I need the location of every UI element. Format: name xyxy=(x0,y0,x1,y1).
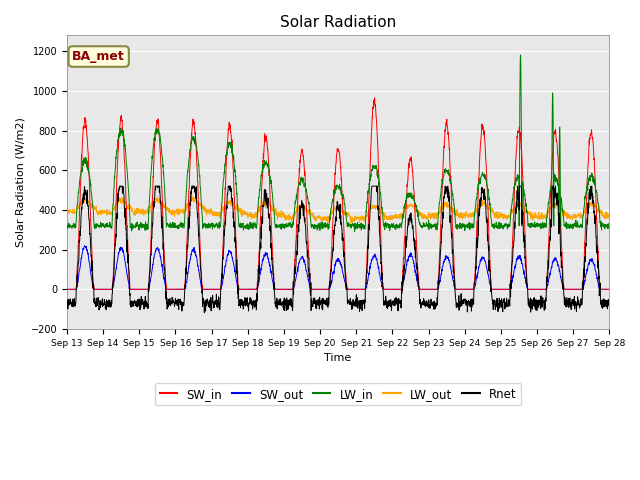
Title: Solar Radiation: Solar Radiation xyxy=(280,15,396,30)
X-axis label: Time: Time xyxy=(324,353,352,363)
Text: BA_met: BA_met xyxy=(72,50,125,63)
Legend: SW_in, SW_out, LW_in, LW_out, Rnet: SW_in, SW_out, LW_in, LW_out, Rnet xyxy=(155,383,522,405)
Y-axis label: Solar Radiation (W/m2): Solar Radiation (W/m2) xyxy=(15,117,25,247)
